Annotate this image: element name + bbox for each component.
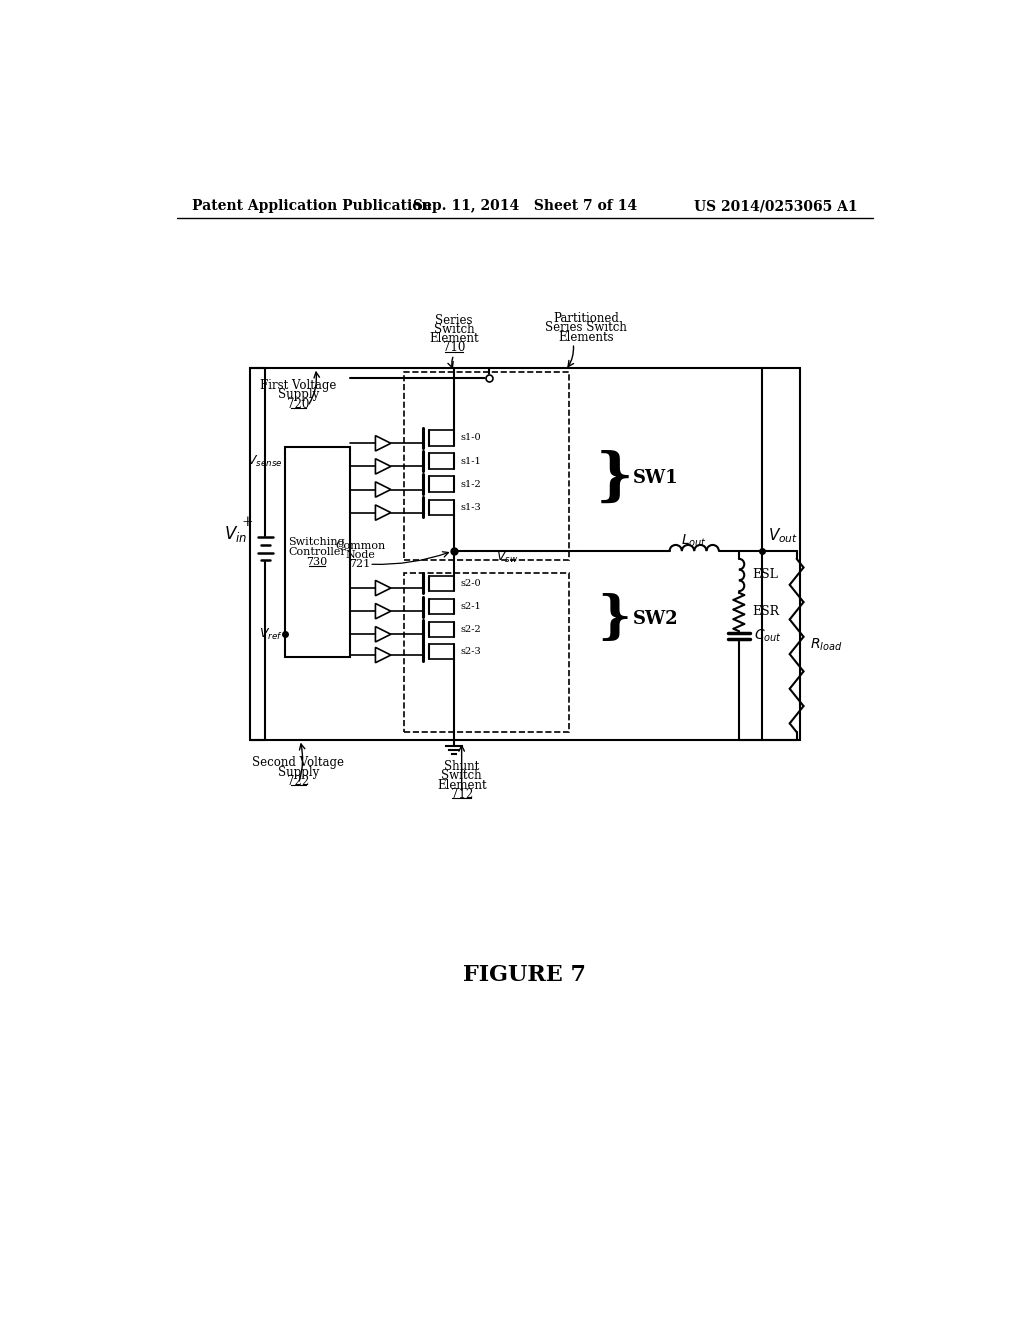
Text: s1-3: s1-3 — [460, 503, 481, 512]
Text: Partitioned: Partitioned — [553, 312, 620, 325]
Text: 720: 720 — [288, 397, 309, 411]
Text: ESR: ESR — [753, 606, 780, 619]
Text: s1-0: s1-0 — [460, 433, 480, 442]
Text: $V_{sense}$: $V_{sense}$ — [247, 454, 283, 469]
Text: s1-1: s1-1 — [460, 457, 481, 466]
Text: 730: 730 — [306, 557, 328, 566]
Text: SW2: SW2 — [634, 610, 679, 628]
Text: s2-2: s2-2 — [460, 626, 481, 634]
Text: US 2014/0253065 A1: US 2014/0253065 A1 — [694, 199, 857, 213]
Text: SW1: SW1 — [634, 469, 679, 487]
Text: }: } — [597, 594, 631, 644]
Text: 712: 712 — [451, 788, 473, 801]
Text: Node: Node — [345, 550, 375, 560]
Text: Switch: Switch — [433, 323, 474, 335]
Text: $L_{out}$: $L_{out}$ — [681, 532, 708, 549]
Text: Shunt: Shunt — [444, 760, 479, 774]
Text: $V_{in}$: $V_{in}$ — [224, 524, 248, 544]
Text: +: + — [241, 515, 253, 529]
Text: $V_{out}$: $V_{out}$ — [768, 527, 799, 545]
Text: Element: Element — [437, 779, 486, 792]
Text: $R_{load}$: $R_{load}$ — [810, 636, 843, 653]
Text: 722: 722 — [288, 775, 309, 788]
Text: First Voltage: First Voltage — [260, 379, 337, 392]
Text: Patent Application Publication: Patent Application Publication — [193, 199, 432, 213]
Text: Switch: Switch — [441, 770, 482, 783]
Text: Series Switch: Series Switch — [546, 321, 628, 334]
Bar — [285, 447, 350, 657]
Bar — [403, 372, 569, 560]
Text: }: } — [595, 450, 633, 506]
Text: Controller: Controller — [288, 546, 346, 557]
Text: $C_{out}$: $C_{out}$ — [755, 627, 782, 644]
Text: Element: Element — [429, 333, 479, 345]
Text: Switching: Switching — [289, 537, 345, 546]
Bar — [250, 368, 801, 739]
Text: Elements: Elements — [558, 330, 614, 343]
Text: s2-1: s2-1 — [460, 602, 481, 611]
Text: 710: 710 — [442, 342, 465, 354]
Text: Supply: Supply — [278, 766, 319, 779]
Text: Common: Common — [335, 541, 385, 550]
Text: 721: 721 — [349, 560, 371, 569]
Text: s2-0: s2-0 — [460, 579, 480, 587]
Text: s1-2: s1-2 — [460, 479, 481, 488]
Text: ESL: ESL — [753, 569, 778, 582]
Text: $V_{sw}$: $V_{sw}$ — [497, 549, 518, 565]
Text: Supply: Supply — [278, 388, 319, 401]
Text: s2-3: s2-3 — [460, 647, 481, 656]
Text: Sep. 11, 2014   Sheet 7 of 14: Sep. 11, 2014 Sheet 7 of 14 — [413, 199, 637, 213]
Text: Series: Series — [435, 314, 473, 326]
Text: $V_{ref}$: $V_{ref}$ — [258, 627, 283, 642]
Bar — [403, 573, 569, 733]
Text: Second Voltage: Second Voltage — [253, 756, 344, 770]
Text: FIGURE 7: FIGURE 7 — [463, 964, 587, 986]
